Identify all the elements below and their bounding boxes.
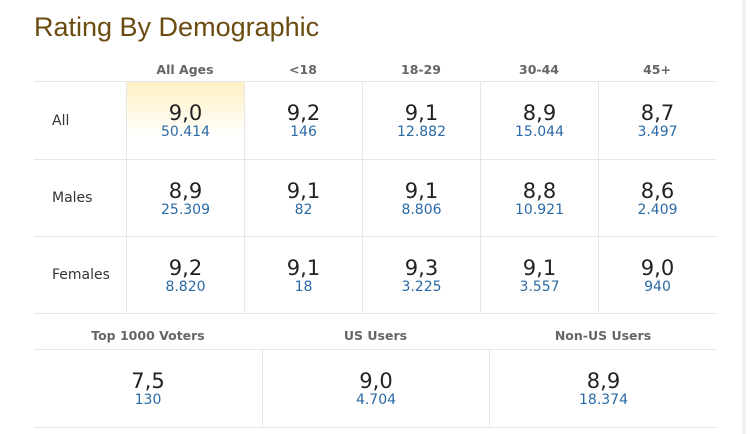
vote-count-link[interactable]: 50.414: [161, 124, 210, 140]
vote-count-link[interactable]: 18.374: [579, 392, 628, 408]
rating-value: 9,1: [522, 255, 557, 280]
rating-value: 9,2: [286, 101, 321, 125]
column-header-45-plus: 45+: [598, 57, 716, 82]
rating-cell: 9,1 8.806: [362, 159, 480, 236]
rating-value: 9,0: [359, 369, 393, 393]
vote-count-link[interactable]: 25.309: [161, 201, 210, 218]
vote-count-link[interactable]: 15.044: [515, 124, 564, 140]
rating-cell: 9,2 8.820: [126, 236, 244, 313]
rating-cell: 9,0 50.414: [126, 82, 244, 159]
vote-count-link[interactable]: 2.409: [637, 201, 678, 218]
vote-count-link[interactable]: 8.806: [401, 201, 442, 218]
rating-value: 9,1: [404, 178, 439, 203]
rating-value: 7,5: [131, 369, 165, 393]
row-label-males: Males: [34, 159, 126, 236]
rating-cell: 9,3 3.225: [362, 236, 480, 313]
rating-cell: 8,7 3.497: [598, 82, 716, 159]
rating-value: 8,7: [640, 101, 675, 125]
vote-count-link[interactable]: 82: [294, 201, 313, 218]
rating-value: 9,1: [286, 178, 321, 203]
rating-cell: 8,9 18.374: [489, 350, 717, 427]
rating-value: 9,0: [168, 101, 203, 125]
vote-count-link[interactable]: 18: [294, 278, 313, 295]
vote-count-link[interactable]: 8.820: [165, 278, 206, 295]
rating-value: 9,1: [286, 255, 321, 280]
rating-cell: 8,9 15.044: [480, 82, 598, 159]
vote-count-link[interactable]: 130: [134, 392, 162, 408]
rating-cell: 9,0 4.704: [262, 350, 489, 427]
row-label-all: All: [52, 112, 70, 129]
vote-count-link[interactable]: 3.225: [401, 278, 442, 295]
rating-value: 8,6: [640, 178, 675, 203]
rating-value: 8,8: [522, 178, 557, 203]
vote-count-link[interactable]: 10.921: [515, 201, 564, 218]
group-header-top-1000-voters: Top 1000 Voters: [34, 322, 262, 350]
header-corner: [34, 57, 126, 82]
rating-cell: 9,1 82: [244, 159, 362, 236]
rating-value: 9,1: [404, 101, 439, 125]
vote-count-link[interactable]: 3.497: [637, 124, 678, 140]
user-group-table: Top 1000 Voters US Users Non-US Users 7,…: [34, 322, 717, 428]
column-header-under-18: <18: [244, 57, 362, 82]
column-header-all-ages: All Ages: [126, 57, 244, 82]
vote-count-link[interactable]: 940: [644, 278, 671, 295]
vote-count-link[interactable]: 146: [290, 124, 317, 140]
rating-value: 9,3: [404, 255, 439, 280]
demographic-table: All Ages <18 18-29 30-44 45+ All 9,0 50.…: [34, 57, 717, 314]
rating-cell: 8,9 25.309: [126, 159, 244, 236]
rating-cell: 8,6 2.409: [598, 159, 716, 236]
rating-cell: 9,2 146: [244, 82, 362, 159]
rating-cell: 9,0 940: [598, 236, 716, 313]
rating-value: 8,9: [522, 101, 557, 125]
rating-value: 8,9: [168, 178, 203, 203]
vote-count-link[interactable]: 4.704: [355, 392, 397, 408]
rating-cell: 8,8 10.921: [480, 159, 598, 236]
rating-cell: 9,1 3.557: [480, 236, 598, 313]
rating-value: 9,2: [168, 255, 203, 280]
section-title: Rating By Demographic: [34, 12, 320, 42]
vote-count-link[interactable]: 3.557: [519, 278, 560, 295]
rating-cell: 9,1 12.882: [362, 82, 480, 159]
rating-cell: 7,5 130: [34, 350, 262, 427]
rating-value: 9,0: [640, 255, 675, 280]
rating-cell: 9,1 18: [244, 236, 362, 313]
column-header-18-29: 18-29: [362, 57, 480, 82]
vote-count-link[interactable]: 12.882: [397, 124, 446, 140]
row-label-females: Females: [34, 236, 126, 313]
group-header-us-users: US Users: [262, 322, 489, 350]
group-header-non-us-users: Non-US Users: [489, 322, 717, 350]
rating-value: 8,9: [586, 369, 621, 393]
column-header-30-44: 30-44: [480, 57, 598, 82]
